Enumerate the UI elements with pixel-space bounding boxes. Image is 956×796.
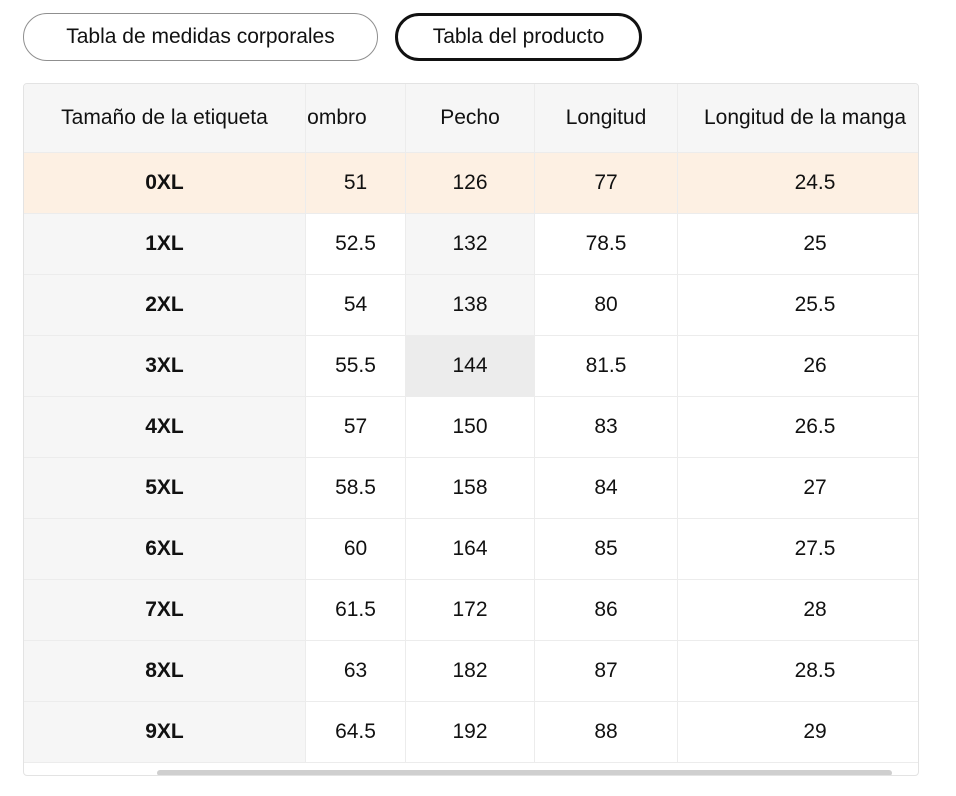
cell-size: 2XL: [24, 275, 305, 336]
tab-product-measurements[interactable]: Tabla del producto: [395, 13, 642, 61]
cell-size: 7XL: [24, 580, 305, 641]
cell-shoulder: 52.5: [306, 214, 405, 275]
cell-size: 5XL: [24, 458, 305, 519]
cell-length: 84: [535, 458, 677, 519]
cell-chest: 172: [406, 580, 534, 641]
cell-chest: 192: [406, 702, 534, 763]
header-sleeve-length: Longitud de la manga: [678, 84, 918, 153]
cell-chest: 144: [406, 336, 534, 397]
cell-chest: 158: [406, 458, 534, 519]
cell-sleeve-length: 26.5: [678, 397, 918, 458]
cell-sleeve-length: 29: [678, 702, 918, 763]
cell-chest: 164: [406, 519, 534, 580]
header-length: Longitud: [535, 84, 677, 153]
cell-size: 9XL: [24, 702, 305, 763]
cell-length: 83: [535, 397, 677, 458]
cell-shoulder: 54: [306, 275, 405, 336]
cell-sleeve-length: 27.5: [678, 519, 918, 580]
cell-length: 78.5: [535, 214, 677, 275]
cell-size: 8XL: [24, 641, 305, 702]
cell-sleeve-length: 26: [678, 336, 918, 397]
cell-size: 0XL: [24, 153, 305, 214]
horizontal-scrollbar[interactable]: [157, 770, 892, 775]
column-length: Longitud 77 78.5 80 81.5 83 84 85 86 87 88: [535, 84, 678, 763]
cell-size: 3XL: [24, 336, 305, 397]
cell-shoulder: 64.5: [306, 702, 405, 763]
column-sleeve-length: Longitud de la manga 24.5 25 25.5 26 26.5 27 27…: [678, 84, 918, 763]
tab-body-measurements[interactable]: Tabla de medidas corporales: [23, 13, 378, 61]
cell-chest: 132: [406, 214, 534, 275]
cell-shoulder: 61.5: [306, 580, 405, 641]
cell-chest: 126: [406, 153, 534, 214]
cell-size: 4XL: [24, 397, 305, 458]
cell-size: 1XL: [24, 214, 305, 275]
cell-sleeve-length: 28.5: [678, 641, 918, 702]
cell-shoulder: 51: [306, 153, 405, 214]
cell-sleeve-length: 24.5: [678, 153, 918, 214]
cell-sleeve-length: 25: [678, 214, 918, 275]
header-shoulder: Hombro: [306, 84, 405, 153]
cell-length: 88: [535, 702, 677, 763]
size-table[interactable]: Tamaño de la etiqueta 0XL 1XL 2XL 3XL 4XL 5XL 6…: [23, 83, 919, 776]
cell-shoulder: 57: [306, 397, 405, 458]
cell-length: 80: [535, 275, 677, 336]
size-chart-tabs: Tabla de medidas corporales Tabla del pr…: [23, 13, 642, 61]
cell-chest: 150: [406, 397, 534, 458]
cell-length: 87: [535, 641, 677, 702]
column-chest: Pecho 126 132 138 144 150 158 164 172 182 192: [406, 84, 535, 763]
cell-chest: 182: [406, 641, 534, 702]
cell-chest: 138: [406, 275, 534, 336]
cell-length: 77: [535, 153, 677, 214]
cell-shoulder: 60: [306, 519, 405, 580]
cell-length: 85: [535, 519, 677, 580]
cell-length: 81.5: [535, 336, 677, 397]
cell-sleeve-length: 28: [678, 580, 918, 641]
cell-shoulder: 55.5: [306, 336, 405, 397]
size-table-grid: Tamaño de la etiqueta 0XL 1XL 2XL 3XL 4XL 5XL 6…: [24, 84, 918, 763]
cell-shoulder: 58.5: [306, 458, 405, 519]
cell-sleeve-length: 27: [678, 458, 918, 519]
column-size: Tamaño de la etiqueta 0XL 1XL 2XL 3XL 4XL 5XL 6…: [24, 84, 306, 763]
cell-shoulder: 63: [306, 641, 405, 702]
cell-size: 6XL: [24, 519, 305, 580]
header-size: Tamaño de la etiqueta: [24, 84, 305, 153]
cell-length: 86: [535, 580, 677, 641]
header-chest: Pecho: [406, 84, 534, 153]
cell-sleeve-length: 25.5: [678, 275, 918, 336]
